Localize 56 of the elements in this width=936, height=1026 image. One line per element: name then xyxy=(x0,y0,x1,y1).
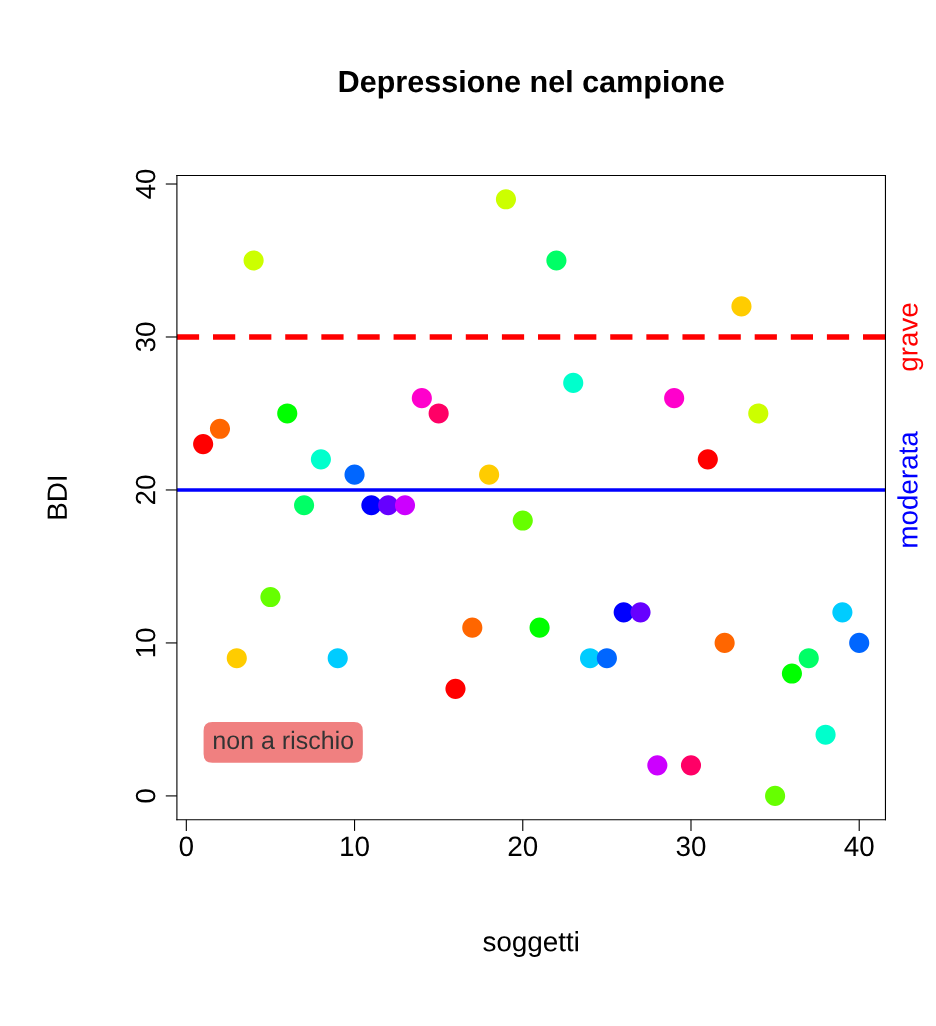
point xyxy=(714,632,735,653)
point xyxy=(680,755,702,776)
point xyxy=(260,586,281,608)
point xyxy=(394,495,416,516)
point xyxy=(613,602,634,623)
point xyxy=(563,372,584,393)
point xyxy=(512,510,533,531)
point xyxy=(209,418,231,439)
point xyxy=(344,464,365,485)
ref-line-label: grave xyxy=(902,303,924,371)
point xyxy=(579,648,601,669)
point xyxy=(731,296,752,317)
y-tick-label: 40 xyxy=(135,169,156,199)
point xyxy=(815,724,836,745)
x-axis-title: soggetti xyxy=(483,931,578,957)
y-tick-label: 30 xyxy=(135,322,156,352)
point xyxy=(378,495,399,516)
point xyxy=(445,678,466,699)
point xyxy=(277,403,298,424)
point xyxy=(193,434,214,455)
point xyxy=(849,632,870,653)
point xyxy=(226,648,247,669)
chart-title: Depressione nel campione xyxy=(339,69,724,99)
point xyxy=(765,785,786,806)
point xyxy=(781,663,802,684)
point xyxy=(596,648,617,669)
point xyxy=(479,464,500,485)
point xyxy=(361,495,382,516)
point xyxy=(748,403,769,424)
point xyxy=(798,648,819,669)
point xyxy=(411,388,432,409)
point xyxy=(546,250,567,271)
point xyxy=(428,403,449,424)
annotation: non a rischio xyxy=(213,730,354,750)
point xyxy=(664,388,685,409)
point xyxy=(462,617,483,638)
x-tick-label: 30 xyxy=(676,836,706,857)
point xyxy=(832,602,853,623)
y-tick-label: 10 xyxy=(135,628,156,657)
y-tick-label: 20 xyxy=(135,475,156,505)
x-tick-label: 40 xyxy=(844,836,874,857)
point xyxy=(647,755,668,776)
x-tick-label: 10 xyxy=(341,836,369,857)
point xyxy=(327,648,348,669)
point xyxy=(630,602,651,623)
x-tick-label: 20 xyxy=(508,836,538,857)
x-tick-label: 0 xyxy=(179,836,193,857)
point xyxy=(294,495,315,516)
y-axis-title: BDI xyxy=(47,477,67,519)
y-tick-label: 0 xyxy=(135,789,156,803)
point xyxy=(310,449,331,470)
point xyxy=(495,189,517,210)
ref-line-label: moderata xyxy=(897,431,918,547)
point xyxy=(529,617,550,638)
point xyxy=(243,250,264,271)
point xyxy=(697,449,718,470)
